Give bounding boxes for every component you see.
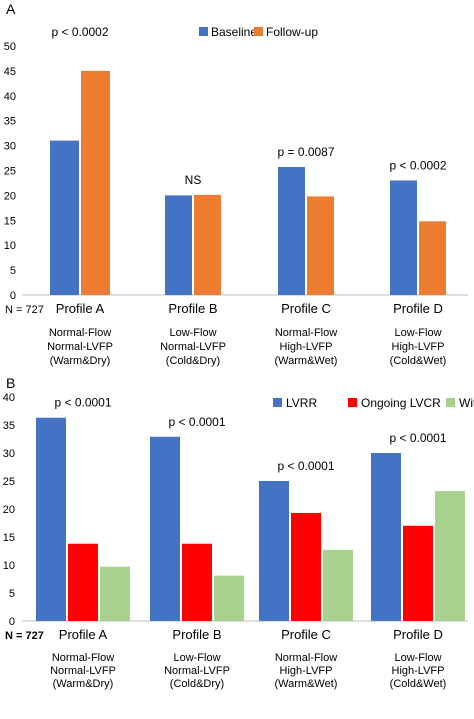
category-sublabel: Low-Flow bbox=[173, 652, 220, 664]
bar-ongoing-lvcr-2 bbox=[182, 543, 212, 621]
bar-baseline-1 bbox=[50, 140, 79, 295]
legend-swatch bbox=[254, 27, 263, 36]
y-tick-label: 25 bbox=[4, 166, 16, 178]
y-tick-label: 35 bbox=[4, 116, 16, 128]
category-sublabel: Normal-Flow bbox=[52, 652, 114, 664]
y-tick-label: 0 bbox=[10, 290, 16, 302]
bar-ongoing-lvcr-4 bbox=[403, 525, 433, 621]
category-label: Profile B bbox=[172, 627, 221, 642]
category-label: Profile C bbox=[281, 627, 331, 642]
category-sublabel: Normal-Flow bbox=[49, 327, 111, 339]
category-sublabel: (Warm&Dry) bbox=[53, 678, 114, 690]
bar-baseline-4 bbox=[390, 180, 417, 295]
p-value-annotation: p < 0.0001 bbox=[277, 459, 334, 473]
category-label: Profile C bbox=[281, 301, 331, 316]
category-label: Profile B bbox=[168, 301, 217, 316]
legend-label: Ongoing LVCR bbox=[361, 396, 441, 410]
y-tick-label: 15 bbox=[3, 532, 15, 544]
legend-label: Baseline bbox=[211, 25, 257, 39]
category-sublabel: High-LVFP bbox=[280, 665, 333, 677]
bar-follow-up-2 bbox=[194, 194, 221, 295]
y-tick-label: 40 bbox=[4, 91, 16, 103]
y-tick-label: 10 bbox=[3, 560, 15, 572]
bar-withdrawals-4 bbox=[435, 491, 465, 621]
category-sublabel: High-LVFP bbox=[280, 341, 333, 353]
panel-label: B bbox=[6, 375, 15, 391]
bar-withdrawals-1 bbox=[100, 566, 130, 621]
bar-ongoing-lvcr-1 bbox=[68, 543, 98, 621]
p-value-annotation: p < 0.0001 bbox=[54, 396, 111, 410]
y-tick-label: 10 bbox=[4, 240, 16, 252]
p-value-annotation: NS bbox=[185, 173, 202, 187]
bar-lvrr-2 bbox=[150, 436, 180, 621]
bar-lvrr-4 bbox=[371, 453, 401, 621]
category-sublabel: (Warm&Wet) bbox=[275, 355, 338, 367]
p-value-annotation: p < 0.0001 bbox=[168, 415, 225, 429]
legend-swatch bbox=[199, 27, 208, 36]
category-sublabel: (Warm&Wet) bbox=[275, 678, 338, 690]
category-sublabel: Low-Flow bbox=[394, 652, 441, 664]
p-value-annotation: p = 0.0087 bbox=[277, 145, 334, 159]
legend-label: Follow-up bbox=[266, 25, 318, 39]
category-label: Profile A bbox=[59, 627, 108, 642]
y-tick-label: 40 bbox=[3, 392, 15, 404]
category-sublabel: (Warm&Dry) bbox=[50, 355, 111, 367]
y-tick-label: 0 bbox=[9, 616, 15, 628]
legend-swatch bbox=[348, 398, 357, 407]
bar-baseline-2 bbox=[165, 195, 192, 295]
y-tick-label: 5 bbox=[10, 265, 16, 277]
category-sublabel: Normal-Flow bbox=[275, 327, 337, 339]
y-tick-label: 5 bbox=[9, 588, 15, 600]
p-value-annotation: p < 0.0002 bbox=[51, 25, 108, 39]
y-tick-label: 15 bbox=[4, 215, 16, 227]
p-value-annotation: p < 0.0002 bbox=[389, 158, 446, 172]
category-label: Profile A bbox=[56, 301, 105, 316]
p-value-annotation: p < 0.0001 bbox=[389, 431, 446, 445]
category-sublabel: (Cold&Dry) bbox=[166, 355, 220, 367]
legend-swatch bbox=[273, 398, 282, 407]
category-sublabel: (Cold&Dry) bbox=[170, 678, 224, 690]
n-label: N = 727 bbox=[5, 630, 44, 642]
y-tick-label: 50 bbox=[4, 41, 16, 53]
bar-follow-up-4 bbox=[419, 221, 446, 295]
category-label: Profile D bbox=[393, 627, 443, 642]
category-label: Profile D bbox=[393, 301, 443, 316]
bar-baseline-3 bbox=[278, 167, 305, 295]
category-sublabel: Low-Flow bbox=[169, 327, 216, 339]
category-sublabel: (Cold&Wet) bbox=[390, 355, 447, 367]
category-sublabel: High-LVFP bbox=[392, 341, 445, 353]
legend-swatch bbox=[446, 398, 455, 407]
category-sublabel: Low-Flow bbox=[394, 327, 441, 339]
y-tick-label: 20 bbox=[3, 504, 15, 516]
y-tick-label: 20 bbox=[4, 190, 16, 202]
category-sublabel: Normal-Flow bbox=[275, 652, 337, 664]
legend-label: Withdrawals bbox=[459, 396, 474, 410]
bar-withdrawals-2 bbox=[214, 575, 244, 621]
n-label: N = 727 bbox=[5, 304, 44, 316]
category-sublabel: Normal-LVFP bbox=[47, 341, 113, 353]
y-tick-label: 45 bbox=[4, 66, 16, 78]
category-sublabel: Normal-LVFP bbox=[164, 665, 230, 677]
chart-panel-a: A 0 5 10 15 20 25 30 35 40 45 50 Profile A Normal-Flo… bbox=[4, 1, 468, 367]
y-tick-label: 30 bbox=[3, 448, 15, 460]
category-sublabel: Normal-LVFP bbox=[160, 341, 226, 353]
bar-ongoing-lvcr-3 bbox=[291, 512, 321, 621]
y-tick-label: 25 bbox=[3, 476, 15, 488]
bar-lvrr-3 bbox=[259, 481, 289, 621]
bar-lvrr-1 bbox=[36, 417, 66, 621]
category-sublabel: Normal-LVFP bbox=[50, 665, 116, 677]
category-sublabel: (Cold&Wet) bbox=[390, 678, 447, 690]
y-tick-label: 30 bbox=[4, 141, 16, 153]
bar-withdrawals-3 bbox=[323, 549, 353, 621]
y-tick-label: 35 bbox=[3, 420, 15, 432]
bar-follow-up-3 bbox=[307, 196, 334, 295]
bar-follow-up-1 bbox=[81, 70, 110, 296]
panel-label: A bbox=[6, 1, 16, 17]
category-sublabel: High-LVFP bbox=[392, 665, 445, 677]
legend-label: LVRR bbox=[286, 396, 317, 410]
